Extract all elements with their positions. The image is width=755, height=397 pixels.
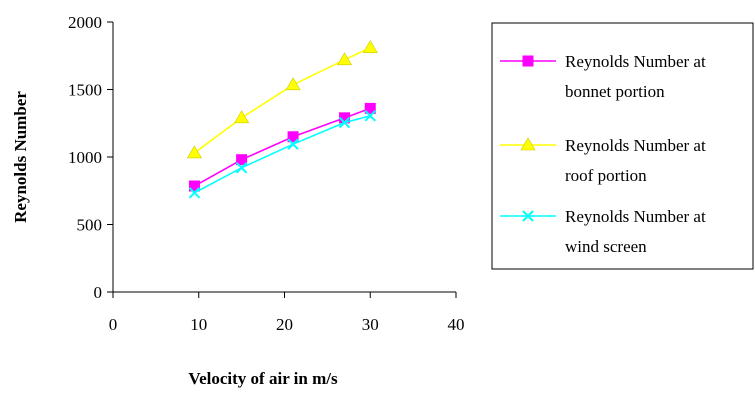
x-axis-title: Velocity of air in m/s: [188, 369, 338, 388]
legend-marker: [522, 55, 534, 67]
y-axis-title: Reynolds Number: [11, 91, 30, 223]
data-point: [364, 110, 376, 122]
axes: [107, 21, 457, 298]
tick-labels: 0 500 1000 1500 2000 0 10 20 30 40: [68, 13, 465, 334]
data-point: [234, 110, 250, 124]
data-point: [364, 102, 376, 114]
marker-stroke: [235, 162, 248, 174]
marker-stroke: [188, 187, 201, 199]
data-point: [337, 52, 353, 66]
marker-stroke: [338, 116, 351, 129]
legend-label: wind screen: [565, 237, 647, 256]
x-tick-label: 40: [448, 315, 465, 334]
data-point: [186, 145, 202, 159]
x-tick-label: 10: [190, 315, 207, 334]
y-tick-label: 2000: [68, 13, 102, 32]
series-triangle-group: [186, 40, 378, 159]
series-group: [186, 40, 378, 199]
marker-stroke: [287, 138, 299, 150]
legend-label: roof portion: [565, 166, 647, 185]
legend-label: bonnet portion: [565, 82, 665, 101]
x-tick-label: 0: [109, 315, 118, 334]
data-point: [236, 154, 248, 166]
legend: Reynolds Number at bonnet portion Reynolds…: [491, 22, 754, 270]
series-x-group: [188, 110, 376, 199]
legend-box: [491, 22, 754, 270]
data-point: [235, 162, 248, 174]
legend-label: Reynolds Number at: [565, 207, 706, 226]
y-tick-label: 1000: [68, 148, 102, 167]
data-point: [285, 77, 301, 91]
series-line: [194, 115, 371, 194]
y-tick-label: 0: [94, 283, 103, 302]
data-point: [338, 116, 351, 129]
data-point: [287, 138, 299, 150]
legend-label: Reynolds Number at: [565, 52, 706, 71]
legend-label: Reynolds Number at: [565, 136, 706, 155]
data-point: [362, 40, 378, 53]
marker-stroke: [522, 210, 534, 222]
y-tick-label: 500: [77, 216, 103, 235]
data-point: [188, 180, 200, 192]
series-square-group: [188, 102, 376, 192]
marker-stroke: [364, 110, 376, 122]
x-tick-label: 30: [362, 315, 379, 334]
data-point: [287, 131, 299, 143]
y-tick-label: 1500: [68, 81, 102, 100]
data-point: [188, 187, 201, 199]
x-tick-label: 20: [276, 315, 293, 334]
legend-marker: [522, 210, 534, 222]
legend-marker: [520, 137, 536, 151]
